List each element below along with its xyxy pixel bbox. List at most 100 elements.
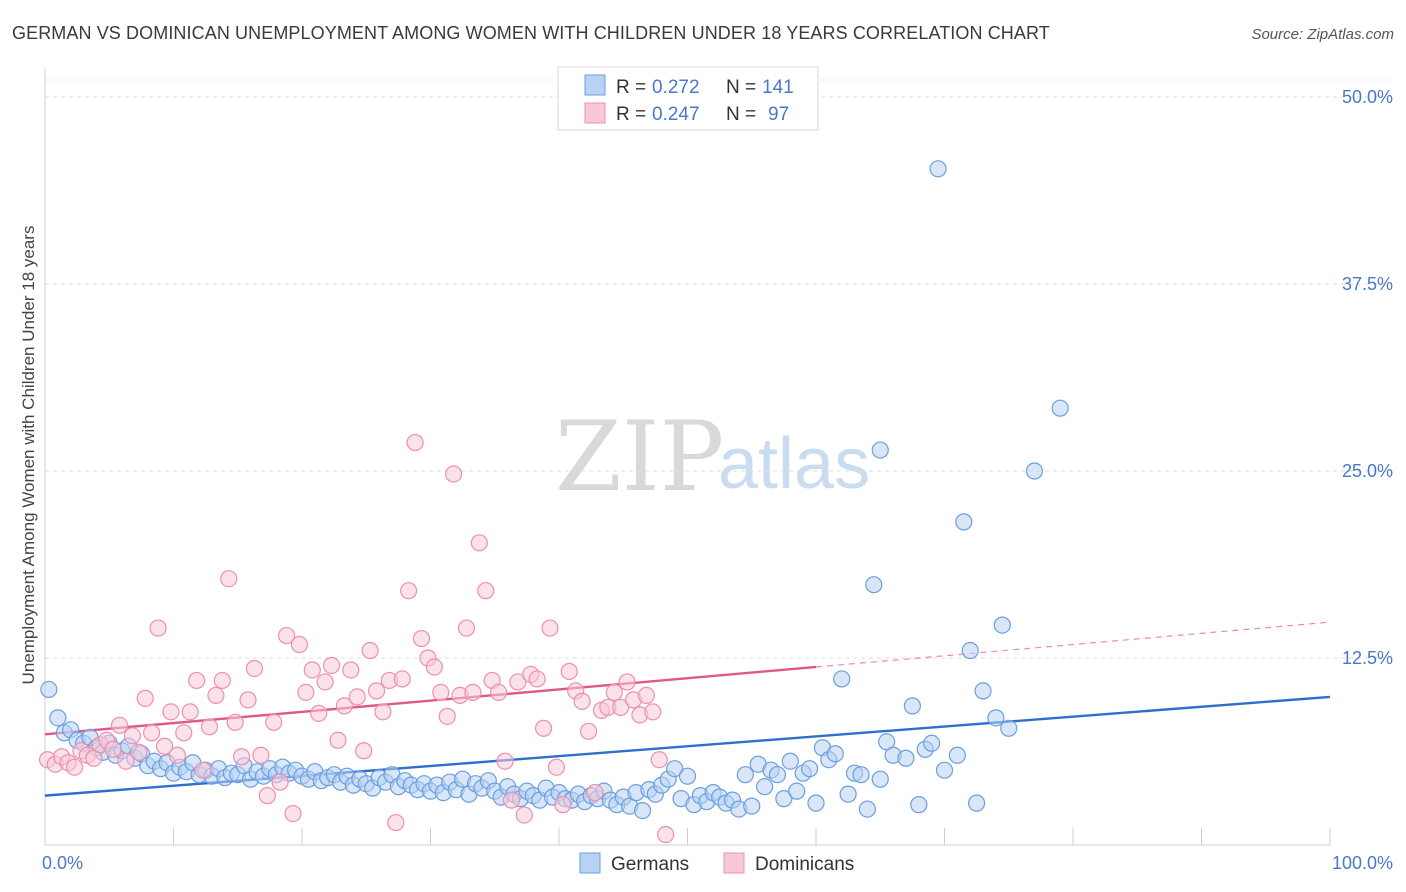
german-point (768, 766, 787, 784)
dominican-point (393, 670, 411, 688)
dominican-point (303, 661, 321, 679)
dominican-point (117, 752, 135, 770)
dominican-point (432, 683, 450, 702)
dominican-point (335, 697, 354, 715)
german-point (1000, 719, 1018, 737)
dominican-point (271, 773, 289, 791)
german-point (871, 441, 889, 459)
dominican-point (438, 707, 456, 725)
dominican-point (123, 727, 141, 745)
dominican-point (618, 673, 636, 691)
german-point (1025, 462, 1044, 480)
german-point (923, 734, 941, 752)
german-point (865, 576, 883, 594)
dominican-point (464, 683, 482, 702)
dominican-point (130, 743, 148, 761)
german-point (1051, 399, 1069, 417)
dominican-point (104, 740, 122, 758)
german-point (800, 760, 819, 778)
german-point (781, 752, 799, 770)
german-point (910, 796, 928, 814)
dominican-point (637, 686, 655, 705)
german-point (788, 782, 806, 800)
stats-legend-swatch-dominicans (584, 102, 606, 124)
dominican-point (348, 688, 366, 706)
dominican-point (290, 635, 309, 654)
dominican-point (470, 534, 488, 552)
german-point (633, 801, 652, 820)
axes-layer: 12.5% 25.0% 37.5% 50.0% 0.0% 100.0% (42, 68, 1393, 873)
german-point (743, 797, 761, 815)
dominican-point (149, 619, 167, 637)
dominican-point (194, 761, 212, 779)
german-point (678, 767, 697, 785)
watermark-zip: ZIP (555, 401, 724, 513)
dominican-point (245, 659, 264, 678)
stats-r-value-dominicans: 0.247 (652, 104, 700, 125)
y-tick-label: 12.5% (1342, 648, 1393, 668)
dominican-point (355, 742, 373, 760)
german-point (929, 160, 947, 178)
german-point (736, 766, 754, 784)
german-point (839, 785, 857, 803)
dominican-point (367, 682, 386, 700)
dominican-point (515, 806, 533, 824)
german-point (948, 746, 966, 764)
grid-layer (45, 79, 1392, 659)
stats-n-label-dominicans: N = (726, 104, 756, 125)
dominican-point (207, 686, 225, 705)
legend-swatch-dominicans (723, 852, 745, 874)
german-point (666, 760, 684, 778)
dominican-point (534, 719, 553, 737)
dominican-point (425, 658, 443, 676)
dominican-point (573, 692, 591, 710)
dominican-point (445, 465, 463, 483)
dominican-point (310, 704, 328, 722)
dominican-point (110, 716, 129, 734)
dominican-point (213, 671, 231, 690)
german-point (993, 616, 1011, 634)
german-point (903, 697, 921, 715)
dominican-point (233, 748, 251, 766)
y-tick-label: 37.5% (1342, 274, 1393, 294)
dominican-point (220, 570, 238, 588)
dominican-point (644, 703, 662, 721)
dominican-point (143, 724, 161, 742)
x-tick-label-min: 0.0% (42, 853, 83, 873)
german-point (755, 778, 774, 796)
dominican-point (457, 619, 476, 637)
dominican-point (477, 582, 495, 600)
dominican-point (612, 698, 630, 716)
dominican-point (168, 746, 186, 764)
german-point (897, 749, 915, 767)
stats-legend-swatch-germans (584, 74, 606, 96)
german-point (974, 682, 992, 700)
dominican-point (226, 713, 244, 731)
dominican-point (200, 718, 219, 736)
dominican-trend-line (44, 665, 817, 736)
dominican-point (342, 661, 360, 679)
dominican-point (579, 722, 598, 740)
stats-legend: R = 0.272 N = 141 R = 0.247 N = 97 (557, 66, 819, 131)
dominican-point (400, 582, 418, 600)
german-point (968, 794, 986, 812)
series-legend: Germans Dominicans (579, 852, 854, 875)
dominican-point (541, 619, 559, 637)
chart-title: GERMAN VS DOMINICAN UNEMPLOYMENT AMONG W… (12, 23, 1050, 43)
german-point (807, 794, 825, 812)
dominican-point (155, 737, 174, 755)
dominican-point (490, 683, 508, 702)
dominican-point (361, 641, 379, 660)
dominican-point (528, 670, 546, 688)
watermark-atlas: atlas (718, 424, 870, 504)
dominican-point (175, 724, 193, 742)
german-point (775, 790, 793, 808)
stats-n-value-germans: 141 (762, 77, 794, 98)
dominican-point (496, 752, 514, 770)
stats-r-label-germans: R = (616, 77, 646, 98)
dominican-point (316, 673, 334, 691)
legend-label-dominicans: Dominicans (755, 854, 854, 875)
german-point (826, 745, 844, 763)
stats-n-label-germans: N = (726, 77, 756, 98)
